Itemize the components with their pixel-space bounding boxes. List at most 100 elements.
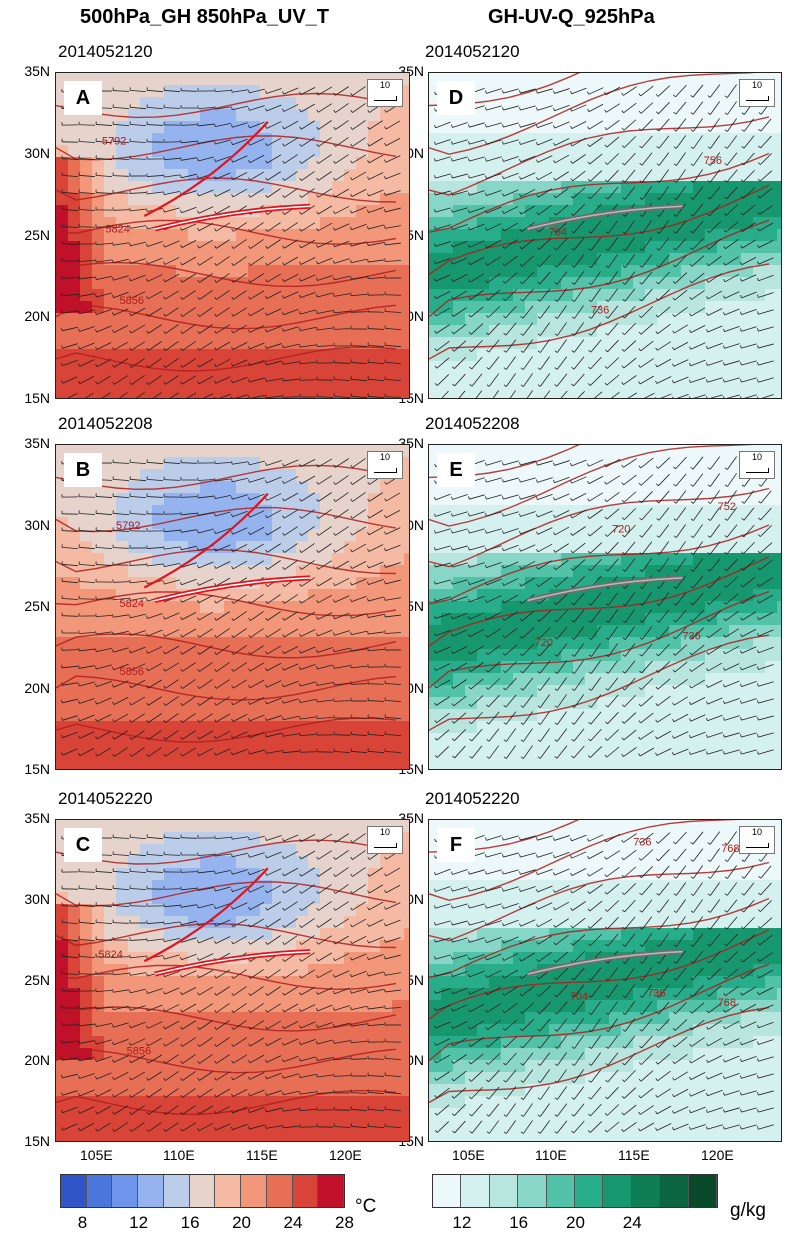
colorbar-swatch [461, 1175, 490, 1207]
lat-label-l-0-2: 25N [24, 226, 50, 243]
lat-label-l-0-0: 35N [24, 63, 50, 79]
panel-letter-f: F [437, 828, 475, 862]
lat-label-l-1-0: 35N [24, 435, 50, 451]
colorbar-swatch [86, 1175, 113, 1207]
contour-label: 704 [549, 227, 567, 239]
contour-label: 736 [591, 305, 609, 317]
colorbar-swatch [575, 1175, 604, 1207]
lat-label-l-2-2: 25N [24, 971, 50, 988]
lat-label-l-2-4: 15N [24, 1133, 50, 1149]
timestamp-B: 2014052208 [58, 414, 153, 433]
timestamp-F: 2014052220 [425, 789, 520, 808]
contour-label: 704 [570, 991, 588, 1003]
panel-letter-d: D [437, 81, 475, 115]
colorbar-swatch [518, 1175, 547, 1207]
colorbar-swatch [660, 1175, 689, 1207]
lat-label-l-0-1: 30N [24, 144, 50, 161]
contour-label: 720 [535, 637, 553, 649]
colorbar-tick-label: 20 [232, 1213, 251, 1232]
contour-label: 5824 [98, 949, 122, 961]
colorbar-swatch [292, 1175, 319, 1207]
lat-label-l-1-3: 20N [24, 679, 50, 696]
lon-label-1-1: 110E [535, 1147, 567, 1163]
left-column-title: 500hPa_GH 850hPa_UV_T [80, 6, 330, 28]
contour-label: 768 [721, 843, 739, 855]
colorbar-swatch [61, 1175, 87, 1207]
lat-label-l-2-0: 35N [24, 810, 50, 826]
lat-label-l-0-3: 20N [24, 308, 50, 325]
timestamp-C: 2014052220 [58, 789, 153, 808]
colorbar-tick-label: 12 [452, 1213, 472, 1232]
colorbar-tick-label: 16 [509, 1213, 529, 1232]
colorbar-swatch [688, 1175, 718, 1207]
map-field-b: 5792 5824 5856 [56, 445, 409, 769]
colorbar-tick-label: 28 [335, 1213, 354, 1232]
map-panel-a: 5792 5824 5856 A 10 [55, 72, 410, 399]
contour-label: 752 [718, 501, 736, 513]
colorbar-swatch [138, 1175, 164, 1207]
contour-label: 736 [682, 630, 700, 642]
lon-label-0-3: 120E [329, 1147, 362, 1163]
lat-label-l-1-1: 30N [24, 516, 50, 533]
contour-label: 5856 [127, 1045, 151, 1057]
wind-reference-box-f: 10 [739, 826, 775, 854]
colorbar-swatch [215, 1175, 242, 1207]
contour-label: 736 [633, 837, 651, 849]
colorbar-swatch [266, 1175, 293, 1207]
colorbar-swatch [489, 1175, 519, 1207]
colorbar-tick-label: 24 [283, 1213, 303, 1232]
right-column-title: GH-UV-Q_925hPa [488, 6, 655, 28]
timestamp-D: 2014052120 [425, 42, 520, 61]
humidity-unit: g/kg [730, 1200, 766, 1221]
panel-letter-a: A [64, 81, 102, 115]
contour-label: 5824 [120, 598, 144, 610]
lon-label-1-3: 120E [701, 1147, 734, 1163]
colorbar-tick-label: 20 [566, 1213, 585, 1232]
temperature-unit: °C [355, 1196, 377, 1217]
contour-label: 5824 [105, 223, 129, 235]
colorbar-tick-label: 16 [180, 1213, 200, 1232]
contour-label: 5856 [120, 295, 144, 307]
lon-label-0-2: 115E [246, 1147, 278, 1163]
map-panel-c: 5824 5856 C 10 [55, 819, 410, 1142]
colorbar-swatch [241, 1175, 267, 1207]
panel-letter-b: B [64, 453, 102, 487]
contour-label: 768 [718, 997, 736, 1009]
lat-label-l-2-1: 30N [24, 890, 50, 907]
colorbar-swatch [189, 1175, 216, 1207]
timestamp-A: 2014052120 [58, 42, 153, 61]
colorbar-swatch [603, 1175, 632, 1207]
lat-label-l-1-4: 15N [24, 761, 50, 777]
contour-label: 720 [612, 524, 630, 536]
map-field-f: 736 768 704 736 768 [429, 820, 781, 1141]
map-field-d: 756 704 736 [429, 73, 781, 398]
map-panel-b: 5792 5824 5856 B 10 [55, 444, 410, 770]
contour-label: 756 [704, 155, 722, 167]
map-panel-d: 756 704 736 D 10 [428, 72, 782, 399]
wind-reference-box-a: 10 [367, 79, 403, 107]
colorbar-swatch [163, 1175, 190, 1207]
colorbar-swatch [112, 1175, 139, 1207]
lon-label-0-0: 105E [80, 1147, 113, 1163]
lon-label-1-2: 115E [618, 1147, 650, 1163]
map-field-a: 5792 5824 5856 [56, 73, 409, 398]
colorbar-swatch [318, 1175, 345, 1207]
contour-label: 5792 [116, 520, 140, 532]
colorbar-tick-label: 12 [129, 1213, 149, 1232]
lat-label-l-1-2: 25N [24, 598, 50, 614]
contour-label: 5856 [120, 666, 144, 678]
temperature-colorbar [60, 1174, 345, 1208]
map-field-e: 752 720 720 736 [429, 445, 781, 769]
colorbar-swatch [433, 1175, 462, 1207]
colorbar-swatch [631, 1175, 661, 1207]
humidity-colorbar [432, 1174, 718, 1208]
lon-label-0-1: 110E [163, 1147, 195, 1163]
wind-reference-box-e: 10 [739, 451, 775, 479]
map-panel-f: 736 768 704 736 768 F 10 [428, 819, 782, 1142]
contour-label: 736 [647, 988, 665, 1000]
panel-letter-c: C [64, 828, 102, 862]
wind-reference-box-b: 10 [367, 451, 403, 479]
panel-letter-e: E [437, 453, 475, 487]
lat-label-l-2-3: 20N [24, 1052, 50, 1069]
contour-label: 5792 [102, 136, 126, 148]
